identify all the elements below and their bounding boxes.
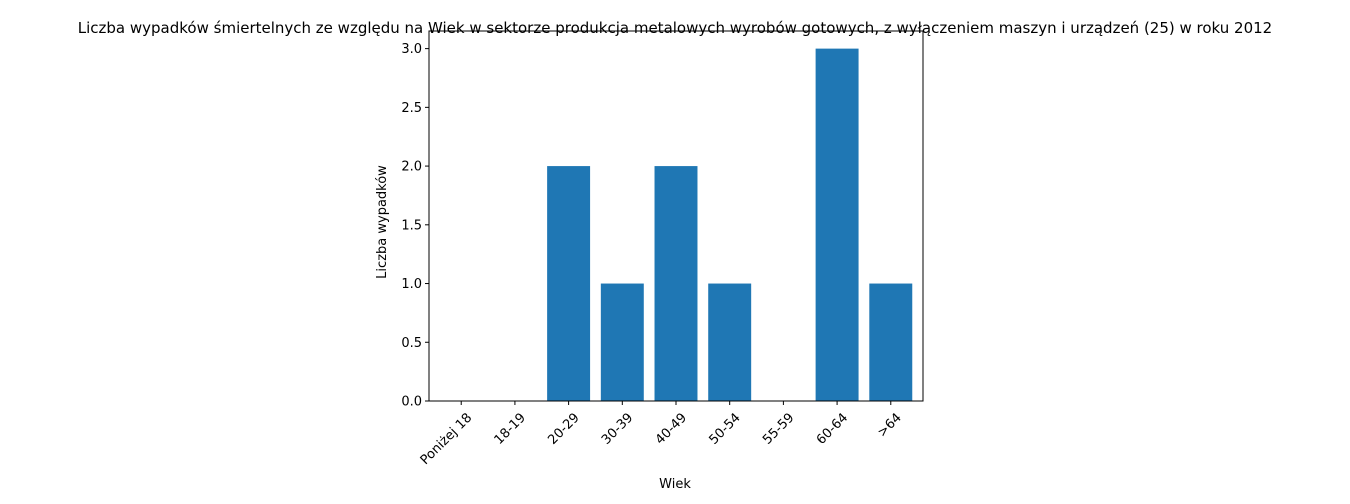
y-axis: 0.0 0.5 1.0 1.5 2.0 2.5 3.0 <box>401 42 429 410</box>
bar-8 <box>869 283 913 401</box>
bar-3 <box>600 283 644 401</box>
y-tick-label-4: 2.0 <box>401 160 422 175</box>
x-tick-label-1: 18-19 <box>492 410 529 447</box>
x-axis: Poniżej 18 18-19 20-29 30-39 40-49 50-54 55-59… <box>418 401 905 468</box>
x-tick-label-5: 50-54 <box>706 410 743 447</box>
y-tick-label-0: 0.0 <box>401 395 422 410</box>
bar-4 <box>654 166 698 401</box>
y-tick-label-5: 2.5 <box>401 101 422 116</box>
x-axis-label: Wiek <box>659 477 691 492</box>
y-tick-label-6: 3.0 <box>401 42 422 57</box>
bar-5 <box>708 283 752 401</box>
y-tick-label-3: 1.5 <box>401 218 422 233</box>
x-tick-label-8: >64 <box>875 410 905 440</box>
plot-area <box>428 30 924 402</box>
x-tick-label-3: 30-39 <box>599 410 636 447</box>
x-tick-label-4: 40-49 <box>653 410 690 447</box>
y-axis-label: Liczba wypadków <box>375 165 390 279</box>
y-tick-label-2: 1.0 <box>401 277 422 292</box>
x-tick-label-7: 60-64 <box>814 410 851 447</box>
x-tick-label-2: 20-29 <box>545 410 582 447</box>
chart-title: Liczba wypadków śmiertelnych ze względu … <box>78 19 1272 37</box>
y-tick-label-1: 0.5 <box>401 336 422 351</box>
x-tick-label-0: Poniżej 18 <box>418 410 475 467</box>
bar-2 <box>547 166 591 401</box>
x-tick-label-6: 55-59 <box>760 410 797 447</box>
bar-7 <box>815 48 859 401</box>
